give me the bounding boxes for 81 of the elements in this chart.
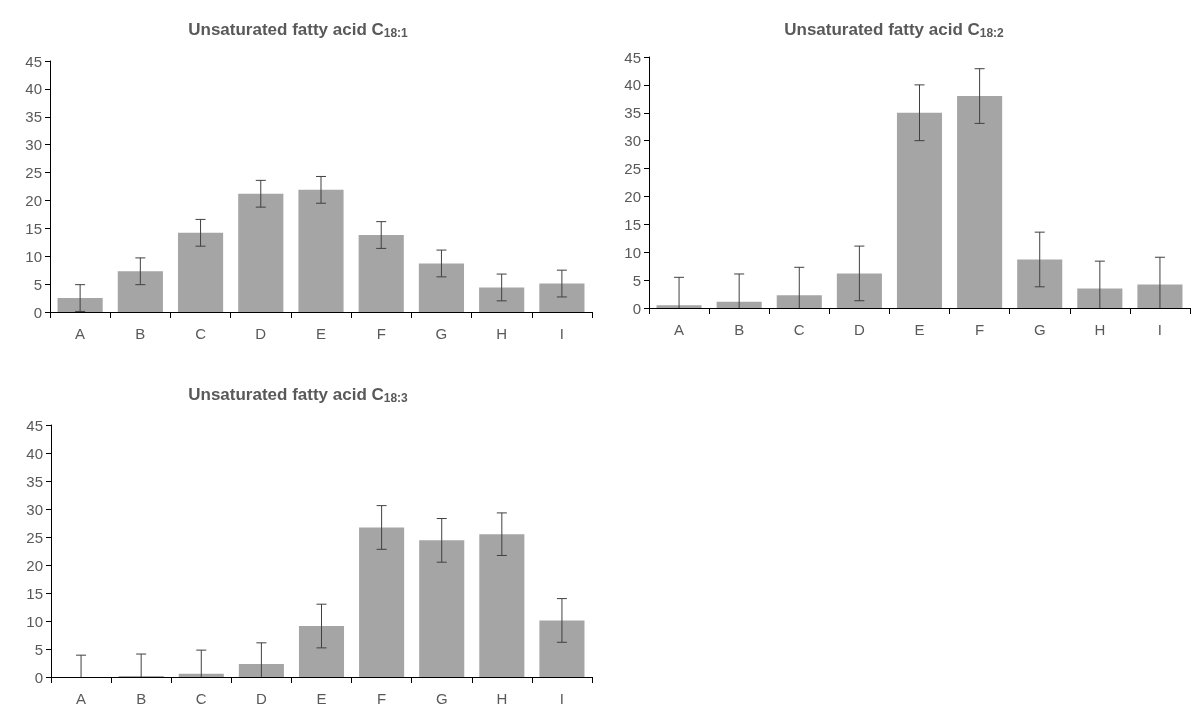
bar [1017,259,1063,308]
x-tick-label: A [76,690,87,707]
y-tick-label: 40 [624,76,641,94]
x-tick-label: C [195,690,207,707]
x-tick-label: E [914,321,925,338]
y-tick-label: 35 [26,472,43,490]
y-tick-label: 0 [34,668,43,686]
x-tick-label: B [136,690,147,707]
y-tick-label: 5 [34,640,43,658]
bar [418,263,465,312]
bar [479,534,525,677]
bar [238,193,284,312]
y-tick-label: 10 [624,243,641,261]
y-tick-label: 25 [26,528,43,546]
y-tick-label: 40 [26,444,43,462]
y-tick-label: 20 [624,187,641,205]
bar [776,295,822,308]
x-tick-label: D [853,321,865,338]
x-tick-label: G [1033,321,1046,338]
x-tick-label: F [975,321,985,338]
x-tick-label: B [135,325,146,342]
bar [836,273,882,308]
y-tick-label: 15 [624,215,641,233]
x-tick-label: H [496,690,508,707]
y-tick-label: 10 [26,612,43,630]
y-tick-label: 0 [632,299,641,317]
x-tick-label: F [377,690,387,707]
bar [716,301,762,308]
bar [177,232,224,312]
y-tick-label: 15 [25,219,42,237]
y-tick-label: 25 [25,164,42,182]
x-tick-label: C [793,321,805,338]
bar [358,235,404,312]
x-tick-label: G [435,325,448,342]
y-tick-label: 5 [632,271,641,289]
x-tick-label: C [195,325,207,342]
bar [57,298,103,312]
y-tick-label: 15 [26,584,43,602]
x-tick-label: I [559,325,564,342]
x-tick-label: I [1157,321,1163,338]
y-tick-label: 20 [26,556,43,574]
y-tick-label: 30 [624,132,641,150]
bar [298,189,344,312]
x-tick-label: B [734,321,745,338]
x-tick-label: H [1094,321,1106,338]
x-tick-label: H [496,325,508,342]
x-tick-label: F [376,325,386,342]
y-tick-label: 40 [25,80,42,98]
x-tick-label: G [435,690,448,707]
bar [238,664,284,677]
x-tick-label: D [255,325,267,342]
bar [1137,284,1183,308]
bar [298,626,345,677]
y-tick-label: 25 [624,160,641,178]
x-tick-label: A [75,325,86,342]
bar [479,287,525,312]
y-tick-label: 10 [25,247,42,265]
bar [1077,288,1123,308]
y-tick-label: 0 [33,303,42,321]
y-tick-label: 20 [25,191,42,209]
y-tick-label: 30 [25,136,42,154]
x-tick-label: D [255,690,267,707]
bar [539,283,585,312]
x-tick-label: E [316,690,327,707]
bar [539,620,585,677]
y-tick-label: 45 [624,48,641,66]
bar [419,540,465,677]
x-tick-label: A [674,321,685,338]
y-tick-label: 5 [33,275,42,293]
bar [359,527,405,677]
x-tick-label: E [315,325,327,342]
y-tick-label: 45 [26,416,43,434]
y-tick-label: 35 [25,108,42,126]
x-tick-label: I [559,690,565,707]
y-tick-label: 35 [624,104,641,122]
bar [117,271,163,312]
bar [896,112,943,308]
bar [656,305,702,308]
bar [957,96,1003,308]
y-tick-label: 45 [25,52,42,70]
y-tick-label: 30 [26,500,43,518]
